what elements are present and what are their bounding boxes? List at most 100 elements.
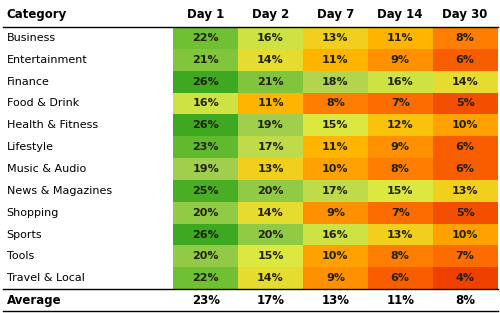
Bar xyxy=(174,245,238,267)
Text: Music & Audio: Music & Audio xyxy=(6,164,86,174)
Text: 17%: 17% xyxy=(256,294,284,307)
Bar xyxy=(368,180,432,202)
Bar xyxy=(432,202,498,223)
Text: 5%: 5% xyxy=(456,208,474,218)
Text: Day 30: Day 30 xyxy=(442,8,488,21)
Bar xyxy=(368,245,432,267)
Text: Finance: Finance xyxy=(6,77,50,87)
Text: 5%: 5% xyxy=(456,98,474,108)
Bar xyxy=(368,202,432,223)
Text: 13%: 13% xyxy=(452,186,478,196)
Text: 26%: 26% xyxy=(192,120,219,130)
Bar xyxy=(432,267,498,289)
Bar xyxy=(303,245,368,267)
Text: Food & Drink: Food & Drink xyxy=(6,98,79,108)
Text: 22%: 22% xyxy=(192,273,219,283)
Text: 20%: 20% xyxy=(192,208,219,218)
Bar xyxy=(238,49,303,71)
Bar xyxy=(174,93,238,114)
Text: 15%: 15% xyxy=(322,120,348,130)
Bar xyxy=(303,223,368,245)
Text: 25%: 25% xyxy=(192,186,219,196)
Bar xyxy=(303,158,368,180)
Bar xyxy=(368,27,432,49)
Text: 17%: 17% xyxy=(322,186,348,196)
Bar xyxy=(238,93,303,114)
Text: 11%: 11% xyxy=(322,55,348,65)
Text: 13%: 13% xyxy=(322,33,348,43)
Bar xyxy=(432,245,498,267)
Text: 8%: 8% xyxy=(391,251,409,261)
Bar xyxy=(174,180,238,202)
Text: 9%: 9% xyxy=(390,55,409,65)
Text: 14%: 14% xyxy=(257,55,284,65)
Bar xyxy=(238,136,303,158)
Bar xyxy=(174,136,238,158)
Text: Sports: Sports xyxy=(6,229,42,239)
Bar xyxy=(432,27,498,49)
Bar xyxy=(303,49,368,71)
Bar xyxy=(174,71,238,93)
Bar xyxy=(238,114,303,136)
Bar xyxy=(303,93,368,114)
Text: 13%: 13% xyxy=(258,164,284,174)
Text: 26%: 26% xyxy=(192,229,219,239)
Text: Health & Fitness: Health & Fitness xyxy=(6,120,98,130)
Text: 15%: 15% xyxy=(387,186,413,196)
Text: 6%: 6% xyxy=(456,164,474,174)
Bar xyxy=(303,180,368,202)
Text: 11%: 11% xyxy=(257,98,284,108)
Bar xyxy=(432,93,498,114)
Bar xyxy=(238,180,303,202)
Text: 8%: 8% xyxy=(456,33,474,43)
Text: Average: Average xyxy=(6,294,61,307)
Text: 12%: 12% xyxy=(387,120,413,130)
Text: 7%: 7% xyxy=(391,98,409,108)
Text: Day 1: Day 1 xyxy=(187,8,224,21)
Bar xyxy=(432,158,498,180)
Bar xyxy=(174,49,238,71)
Text: Day 14: Day 14 xyxy=(378,8,423,21)
Text: 17%: 17% xyxy=(257,142,284,152)
Bar xyxy=(432,49,498,71)
Text: 16%: 16% xyxy=(192,98,219,108)
Text: 20%: 20% xyxy=(192,251,219,261)
Bar xyxy=(368,49,432,71)
Text: 15%: 15% xyxy=(258,251,284,261)
Bar xyxy=(303,267,368,289)
Bar xyxy=(368,71,432,93)
Text: Tools: Tools xyxy=(6,251,34,261)
Text: 10%: 10% xyxy=(322,164,348,174)
Bar xyxy=(303,27,368,49)
Bar xyxy=(238,71,303,93)
Text: 16%: 16% xyxy=(257,33,284,43)
Text: 23%: 23% xyxy=(192,294,220,307)
Text: 11%: 11% xyxy=(322,142,348,152)
Text: 21%: 21% xyxy=(192,55,219,65)
Bar xyxy=(368,223,432,245)
Bar xyxy=(238,223,303,245)
Bar xyxy=(238,245,303,267)
Bar xyxy=(174,114,238,136)
Text: 16%: 16% xyxy=(387,77,413,87)
Text: 8%: 8% xyxy=(455,294,475,307)
Bar xyxy=(303,202,368,223)
Text: 26%: 26% xyxy=(192,77,219,87)
Text: 13%: 13% xyxy=(322,294,349,307)
Text: 10%: 10% xyxy=(322,251,348,261)
Text: 14%: 14% xyxy=(257,273,284,283)
Text: 4%: 4% xyxy=(456,273,474,283)
Text: 6%: 6% xyxy=(390,273,409,283)
Bar xyxy=(432,114,498,136)
Text: 13%: 13% xyxy=(387,229,413,239)
Text: 9%: 9% xyxy=(326,208,345,218)
Text: Day 7: Day 7 xyxy=(317,8,354,21)
Bar xyxy=(174,223,238,245)
Text: Day 2: Day 2 xyxy=(252,8,289,21)
Text: 18%: 18% xyxy=(322,77,348,87)
Text: 10%: 10% xyxy=(452,229,478,239)
Text: 19%: 19% xyxy=(192,164,219,174)
Text: Entertainment: Entertainment xyxy=(6,55,87,65)
Text: Shopping: Shopping xyxy=(6,208,59,218)
Text: 8%: 8% xyxy=(391,164,409,174)
